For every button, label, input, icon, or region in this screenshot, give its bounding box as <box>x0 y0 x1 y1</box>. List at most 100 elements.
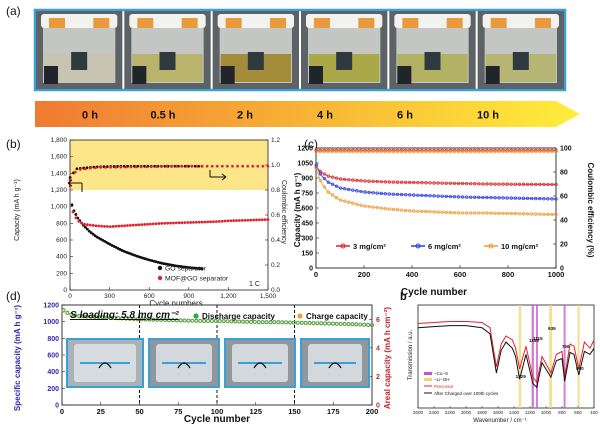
data-point <box>241 319 246 324</box>
data-point <box>169 221 172 225</box>
data-point <box>77 314 82 318</box>
data-point <box>231 164 234 168</box>
data-point <box>292 320 296 325</box>
data-point <box>134 223 138 227</box>
data-point <box>210 318 214 323</box>
data-point <box>217 319 222 323</box>
data-point <box>103 224 106 228</box>
panel-b-xlabel: Cycle numbers <box>149 299 202 308</box>
data-point <box>65 310 70 315</box>
data-point <box>237 319 242 324</box>
data-point <box>323 321 328 326</box>
highlight-band <box>531 305 534 408</box>
x-tick-label: 300 <box>104 293 115 300</box>
x-tick-label: 200 <box>358 270 371 279</box>
membrane-shadow <box>309 66 323 84</box>
data-point <box>120 316 125 321</box>
x-tick-label: 1400 <box>509 410 520 415</box>
data-point <box>154 165 158 168</box>
data-point <box>135 317 140 321</box>
data-point <box>266 164 270 168</box>
data-point <box>370 323 374 327</box>
data-point <box>215 164 219 168</box>
data-point <box>229 219 233 223</box>
data-point <box>104 315 109 320</box>
data-point <box>251 164 255 168</box>
peak-label: 939 <box>548 326 556 331</box>
panel-b-plot: 0 300 600 900 1,200 1,500 0 200 400 600 800 1,000 1,… <box>51 137 281 300</box>
legend-discharge-label: Discharge capacity <box>202 312 275 321</box>
y2-tick-label: 20 <box>560 242 568 249</box>
data-point <box>213 318 218 323</box>
series-line <box>315 164 557 200</box>
y2-tick-label: 0.6 <box>271 212 280 219</box>
vial-tape-left <box>490 18 507 28</box>
membrane-shadow <box>220 66 235 84</box>
data-point <box>226 219 230 223</box>
data-point <box>326 180 331 184</box>
panel-a-label: (a) <box>6 4 21 18</box>
data-point <box>260 320 265 324</box>
series-line <box>417 325 595 389</box>
data-point <box>139 165 143 169</box>
separator-clip <box>247 52 264 70</box>
data-point <box>83 222 86 226</box>
x-tick-label: 0 <box>314 270 318 279</box>
legend-discharge-marker <box>193 313 199 319</box>
x-tick-label: 1,200 <box>220 293 237 300</box>
legend-after-label: After Charged over 100th cycles <box>434 391 499 396</box>
data-point <box>284 320 289 325</box>
timeline-label: 0 h <box>82 110 98 122</box>
legend-marker <box>340 243 346 249</box>
data-point <box>165 164 168 168</box>
y2-tick-label: 40 <box>560 218 568 225</box>
data-point <box>236 164 239 168</box>
data-point <box>223 219 227 223</box>
data-point <box>92 314 97 319</box>
y2-tick-label: 1.0 <box>271 162 280 169</box>
data-point <box>327 321 331 326</box>
data-point <box>202 318 207 323</box>
data-point <box>68 176 72 179</box>
led-wire <box>328 362 342 369</box>
timeline-label: 4 h <box>317 110 333 122</box>
y-tick-label: 400 <box>56 254 67 261</box>
data-point <box>197 220 201 224</box>
x-tick-label: 400 <box>406 270 419 279</box>
y-tick-label: 200 <box>47 386 59 393</box>
data-point <box>119 165 123 169</box>
data-point <box>235 219 238 222</box>
data-point <box>160 221 164 225</box>
data-point <box>88 314 93 319</box>
data-point <box>131 223 135 227</box>
legend-lioh-label: −Li−OH <box>434 377 450 382</box>
y2-tick-label: 100 <box>560 146 572 153</box>
legend-label: 3 mg/cm² <box>353 242 386 251</box>
data-point <box>257 218 261 222</box>
data-point <box>146 222 149 226</box>
data-point <box>174 318 179 323</box>
data-point <box>315 321 320 326</box>
data-point <box>91 224 95 227</box>
y-tick-label: 150 <box>301 251 313 258</box>
data-point <box>288 320 292 325</box>
panel-d-ylabel-right: Areal capacity (mA h cm⁻²) <box>383 307 392 410</box>
separator-clip <box>71 52 88 70</box>
y-tick-label: 1200 <box>43 303 59 310</box>
y2-tick-label: 60 <box>560 194 568 201</box>
x-tick-label: 800 <box>502 270 515 279</box>
legend-charge-label: Charge capacity <box>306 312 368 321</box>
data-point <box>155 317 160 322</box>
data-point <box>108 315 113 320</box>
data-point <box>94 166 97 170</box>
legend-mofgo-marker <box>157 275 163 281</box>
panel-b-ylabel-right: Coulombic efficiency <box>280 180 287 245</box>
data-point <box>89 166 92 170</box>
left-axis-arrow <box>67 179 83 192</box>
y-tick-label: 0 <box>309 266 313 273</box>
data-point <box>123 224 127 228</box>
panel-b: (b) 0 300 600 900 1,200 1,500 0 200 400 600 800 1,0… <box>6 137 287 308</box>
x-tick-label: 200 <box>366 407 379 416</box>
right-axis-arrow <box>209 170 227 181</box>
